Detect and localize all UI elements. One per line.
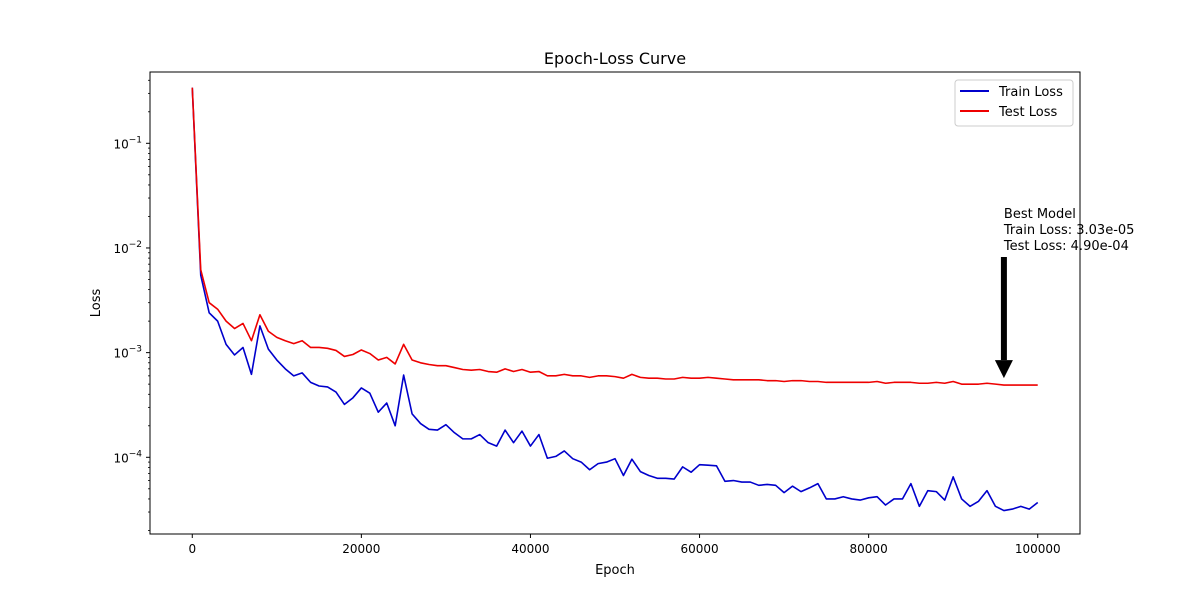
y-axis-label: Loss (89, 289, 104, 318)
chart-title: Epoch-Loss Curve (544, 49, 686, 68)
legend-label-test: Test Loss (998, 105, 1057, 120)
x-tick-label: 60000 (680, 542, 718, 556)
plot-frame (149, 71, 1081, 535)
legend-label-train: Train Loss (998, 85, 1063, 100)
x-tick-label: 100000 (1015, 542, 1061, 556)
x-tick-label: 20000 (342, 542, 380, 556)
y-tick-label: 10−2 (113, 240, 142, 256)
legend: Train Loss Test Loss (954, 79, 1074, 127)
annotation-text-line: Train Loss: 3.03e-05 (1003, 223, 1135, 238)
x-tick-label: 0 (188, 542, 196, 556)
y-tick-label: 10−4 (113, 449, 142, 465)
series-lines (191, 87, 1039, 512)
annotation-text-line: Best Model (1004, 207, 1076, 222)
x-axis-label: Epoch (595, 563, 635, 578)
annotation-text-line: Test Loss: 4.90e-04 (1003, 239, 1129, 254)
y-axis-ticks: 10−4 10−3 10−2 10−1 (113, 79, 150, 531)
annotation-arrow-head (994, 360, 1013, 379)
x-tick-label: 40000 (511, 542, 549, 556)
y-tick-label: 10−3 (113, 345, 142, 361)
x-axis-ticks: 0 20000 40000 60000 80000 100000 (188, 534, 1061, 556)
train-loss-line (191, 87, 1039, 512)
y-tick-label: 10−1 (113, 135, 142, 151)
x-tick-label: 80000 (850, 542, 888, 556)
test-loss-line (191, 87, 1038, 386)
